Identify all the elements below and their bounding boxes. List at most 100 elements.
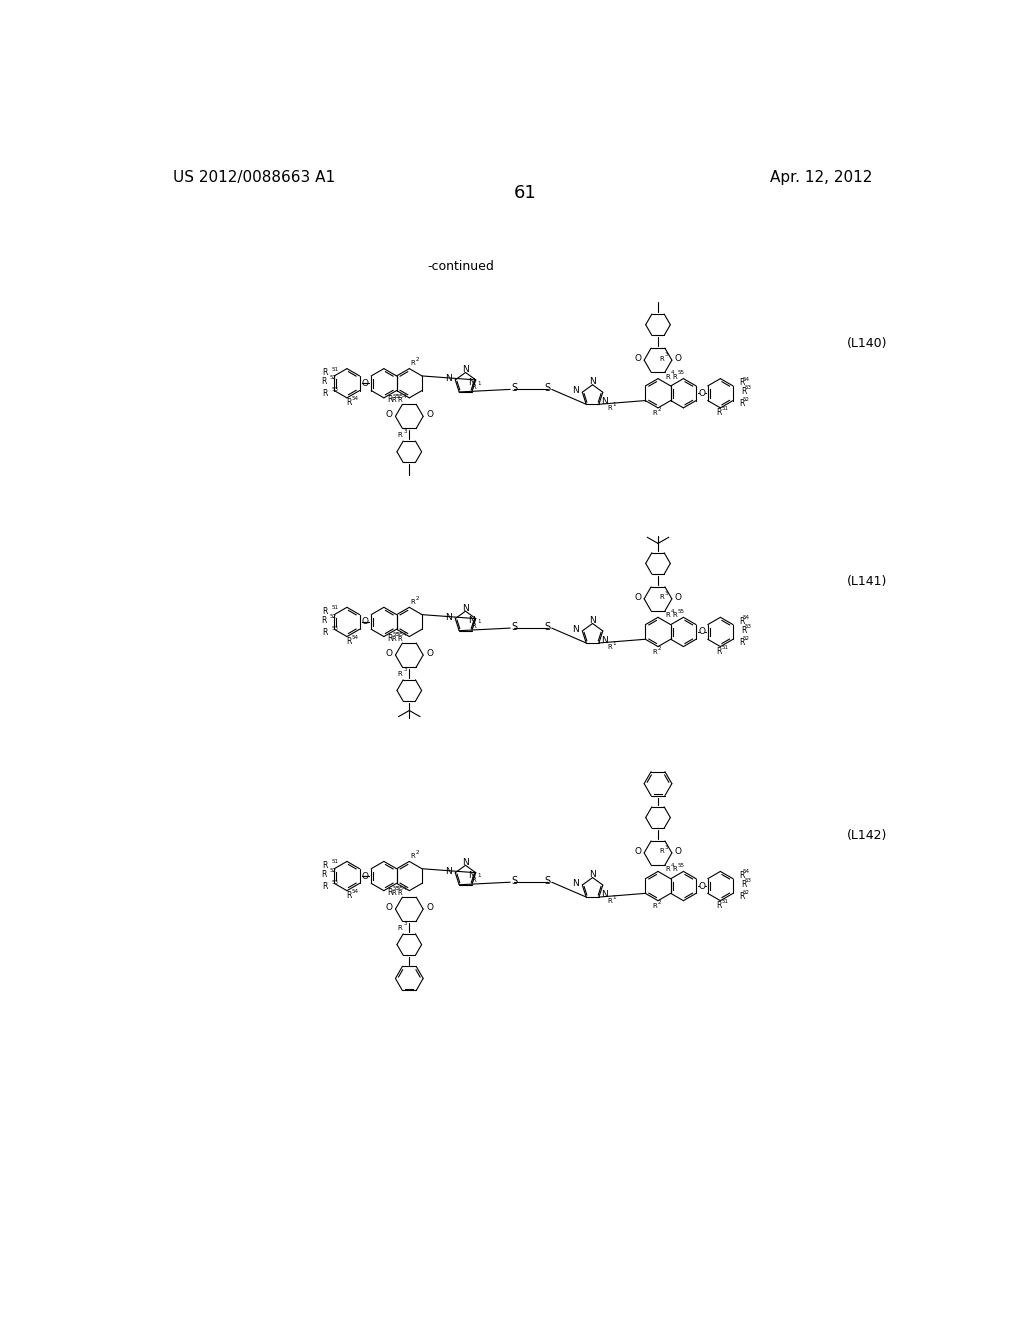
Text: R: R	[739, 616, 744, 626]
Text: 53: 53	[331, 880, 338, 886]
Text: 2: 2	[416, 595, 419, 601]
Text: 2: 2	[416, 356, 419, 362]
Text: N: N	[601, 636, 607, 645]
Text: 55: 55	[393, 886, 399, 891]
Text: R: R	[397, 671, 402, 677]
Text: 53: 53	[744, 878, 752, 883]
Text: 55: 55	[393, 632, 399, 638]
Text: 1: 1	[477, 874, 481, 878]
Text: R: R	[346, 891, 351, 900]
Text: R: R	[346, 636, 351, 645]
Text: R: R	[410, 360, 415, 366]
Text: 52: 52	[330, 614, 336, 619]
Text: R: R	[346, 399, 351, 407]
Text: 52: 52	[330, 375, 336, 380]
Text: R: R	[472, 623, 476, 628]
Text: N: N	[571, 879, 579, 888]
Text: 1: 1	[612, 401, 616, 407]
Text: R: R	[652, 903, 657, 909]
Text: R: R	[652, 649, 657, 655]
Text: R: R	[739, 399, 744, 408]
Text: 55: 55	[678, 371, 685, 375]
Text: N: N	[444, 612, 452, 622]
Text: R: R	[666, 374, 670, 380]
Text: R: R	[672, 612, 677, 618]
Text: 51: 51	[722, 645, 729, 649]
Text: R: R	[323, 882, 328, 891]
Text: O: O	[426, 903, 433, 912]
Text: R: R	[397, 924, 402, 931]
Text: R: R	[739, 638, 744, 647]
Text: 52: 52	[742, 636, 750, 642]
Text: 4: 4	[671, 609, 674, 614]
Text: R: R	[672, 866, 677, 873]
Text: R: R	[323, 861, 328, 870]
Text: 53: 53	[331, 626, 338, 631]
Text: O: O	[698, 627, 706, 636]
Text: R: R	[607, 898, 612, 904]
Text: R: R	[666, 612, 670, 618]
Text: 2: 2	[658, 407, 662, 412]
Text: S: S	[511, 875, 517, 886]
Text: N: N	[601, 397, 607, 407]
Text: R: R	[410, 599, 415, 605]
Text: R: R	[391, 890, 396, 895]
Text: R: R	[387, 888, 392, 898]
Text: N: N	[444, 374, 452, 383]
Text: N: N	[589, 378, 596, 387]
Text: R: R	[666, 866, 670, 873]
Text: (L140): (L140)	[847, 337, 887, 350]
Text: O: O	[675, 354, 682, 363]
Text: R: R	[716, 408, 722, 417]
Text: 4: 4	[671, 863, 674, 869]
Text: O: O	[675, 847, 682, 855]
Text: 2: 2	[658, 900, 662, 904]
Text: 4: 4	[402, 886, 407, 891]
Text: 54: 54	[742, 870, 750, 874]
Text: R: R	[323, 389, 328, 399]
Text: O: O	[385, 411, 392, 420]
Text: 53: 53	[331, 387, 338, 392]
Text: 51: 51	[331, 367, 338, 371]
Text: 2: 2	[658, 645, 662, 651]
Text: O: O	[426, 411, 433, 420]
Text: (L142): (L142)	[847, 829, 887, 842]
Text: N: N	[462, 364, 469, 374]
Text: R: R	[472, 876, 476, 883]
Text: N: N	[571, 387, 579, 395]
Text: R: R	[321, 870, 326, 879]
Text: 54: 54	[351, 396, 358, 401]
Text: 55: 55	[678, 863, 685, 869]
Text: R: R	[323, 628, 328, 636]
Text: 53: 53	[744, 385, 752, 391]
Text: R: R	[397, 635, 402, 642]
Text: R: R	[741, 626, 746, 635]
Text: R: R	[652, 411, 657, 416]
Text: 1: 1	[477, 380, 481, 385]
Text: -continued: -continued	[427, 260, 494, 273]
Text: R: R	[607, 405, 612, 411]
Text: 3: 3	[403, 429, 407, 433]
Text: N: N	[468, 870, 474, 879]
Text: 52: 52	[742, 397, 750, 403]
Text: N: N	[601, 890, 607, 899]
Text: 51: 51	[331, 859, 338, 865]
Text: O: O	[385, 903, 392, 912]
Text: R: R	[741, 387, 746, 396]
Text: R: R	[323, 368, 328, 378]
Text: 4: 4	[402, 632, 407, 638]
Text: S: S	[545, 622, 551, 631]
Text: 55: 55	[396, 632, 403, 638]
Text: N: N	[589, 870, 596, 879]
Text: R: R	[739, 379, 744, 387]
Text: N: N	[468, 378, 474, 387]
Text: R: R	[607, 644, 612, 649]
Text: S: S	[545, 875, 551, 886]
Text: O: O	[698, 882, 706, 891]
Text: 1: 1	[612, 895, 616, 900]
Text: N: N	[571, 624, 579, 634]
Text: S: S	[545, 383, 551, 393]
Text: 54: 54	[742, 615, 750, 620]
Text: R: R	[659, 594, 665, 601]
Text: 2: 2	[416, 850, 419, 855]
